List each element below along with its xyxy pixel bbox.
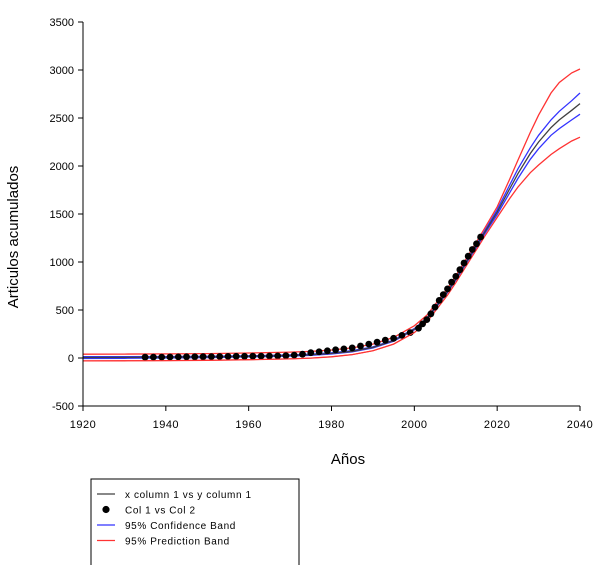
y-axis-label: Articulos acumulados — [5, 166, 22, 309]
data-point — [390, 334, 397, 342]
x-tick-label: 2020 — [484, 419, 510, 431]
data-point — [477, 233, 484, 241]
y-tick-label: -500 — [52, 401, 74, 413]
x-tick-label: 1980 — [318, 419, 344, 431]
data-point — [423, 316, 431, 323]
x-tick-label: 2000 — [401, 419, 427, 431]
data-point — [357, 342, 364, 350]
data-point — [150, 353, 157, 361]
data-point — [435, 297, 443, 304]
data-point — [315, 348, 323, 356]
prediction-band-lower-overlay — [82, 332, 415, 362]
data-point — [257, 352, 265, 360]
plot-area — [82, 68, 581, 362]
legend: x column 1 vs y column 1 Col 1 vs Col 2 95… — [90, 478, 300, 565]
data-point — [174, 353, 182, 361]
data-point — [208, 353, 215, 360]
x-tick-label: 1940 — [153, 419, 179, 431]
data-point — [307, 349, 315, 357]
data-point — [274, 352, 282, 360]
legend-label: Col 1 vs Col 2 — [125, 506, 196, 517]
fit-line — [82, 103, 581, 359]
data-point — [282, 352, 290, 360]
x-tick-label: 1920 — [70, 419, 96, 431]
legend-label: 95% Confidence Band — [125, 521, 236, 532]
confidence-band-lower-line — [82, 113, 581, 360]
data-point — [199, 353, 207, 361]
data-point — [419, 320, 426, 328]
data-point — [415, 324, 422, 332]
data-point — [427, 310, 435, 318]
data-point — [381, 336, 389, 344]
y-tick-label: 2500 — [50, 113, 74, 125]
data-point — [431, 303, 439, 311]
data-point — [158, 353, 166, 361]
data-point — [266, 352, 273, 360]
prediction-band-lower-line — [82, 136, 581, 362]
data-point — [473, 240, 480, 248]
data-point — [452, 273, 460, 280]
x-tick-label: 2040 — [567, 419, 593, 431]
legend-label: 95% Prediction Band — [125, 537, 230, 548]
legend-box — [90, 478, 300, 565]
confidence-band-upper-line — [83, 92, 581, 358]
data-point — [216, 353, 224, 360]
data-point — [241, 352, 248, 360]
data-point — [340, 345, 348, 353]
y-tick-label: 0 — [68, 353, 74, 365]
data-point — [398, 332, 406, 339]
data-point — [249, 352, 257, 360]
y-tick-label: 2000 — [50, 161, 74, 173]
data-point — [224, 353, 232, 360]
data-point — [456, 266, 464, 274]
data-point — [365, 340, 373, 348]
y-tick-label: 3500 — [50, 17, 74, 29]
data-point — [332, 346, 339, 354]
data-point — [183, 353, 190, 361]
legend-marker — [102, 505, 110, 514]
data-point — [191, 353, 199, 361]
y-tick-label: 1000 — [50, 257, 74, 269]
data-point — [324, 347, 331, 355]
data-point — [448, 278, 455, 286]
data-point — [460, 259, 468, 267]
data-point — [439, 291, 447, 298]
data-point — [348, 344, 356, 352]
legend-label: x column 1 vs y column 1 — [125, 490, 252, 501]
y-tick-label: 1500 — [50, 209, 74, 221]
data-point — [166, 353, 174, 361]
prediction-band-upper-line — [82, 68, 581, 355]
x-axis-label: Años — [331, 451, 365, 468]
data-point — [290, 351, 298, 359]
axes: -500 0 500 1000 1500 2000 2500 3000 3500 1920 1940… — [50, 17, 593, 431]
y-tick-label: 3000 — [50, 65, 74, 77]
data-point — [468, 246, 476, 253]
data-point — [464, 252, 472, 260]
data-point — [141, 353, 149, 361]
data-point — [373, 338, 381, 346]
data-point — [444, 285, 451, 293]
data-point — [299, 350, 306, 358]
y-tick-label: 500 — [56, 305, 74, 317]
data-point — [232, 352, 240, 360]
x-tick-label: 1960 — [235, 419, 261, 431]
